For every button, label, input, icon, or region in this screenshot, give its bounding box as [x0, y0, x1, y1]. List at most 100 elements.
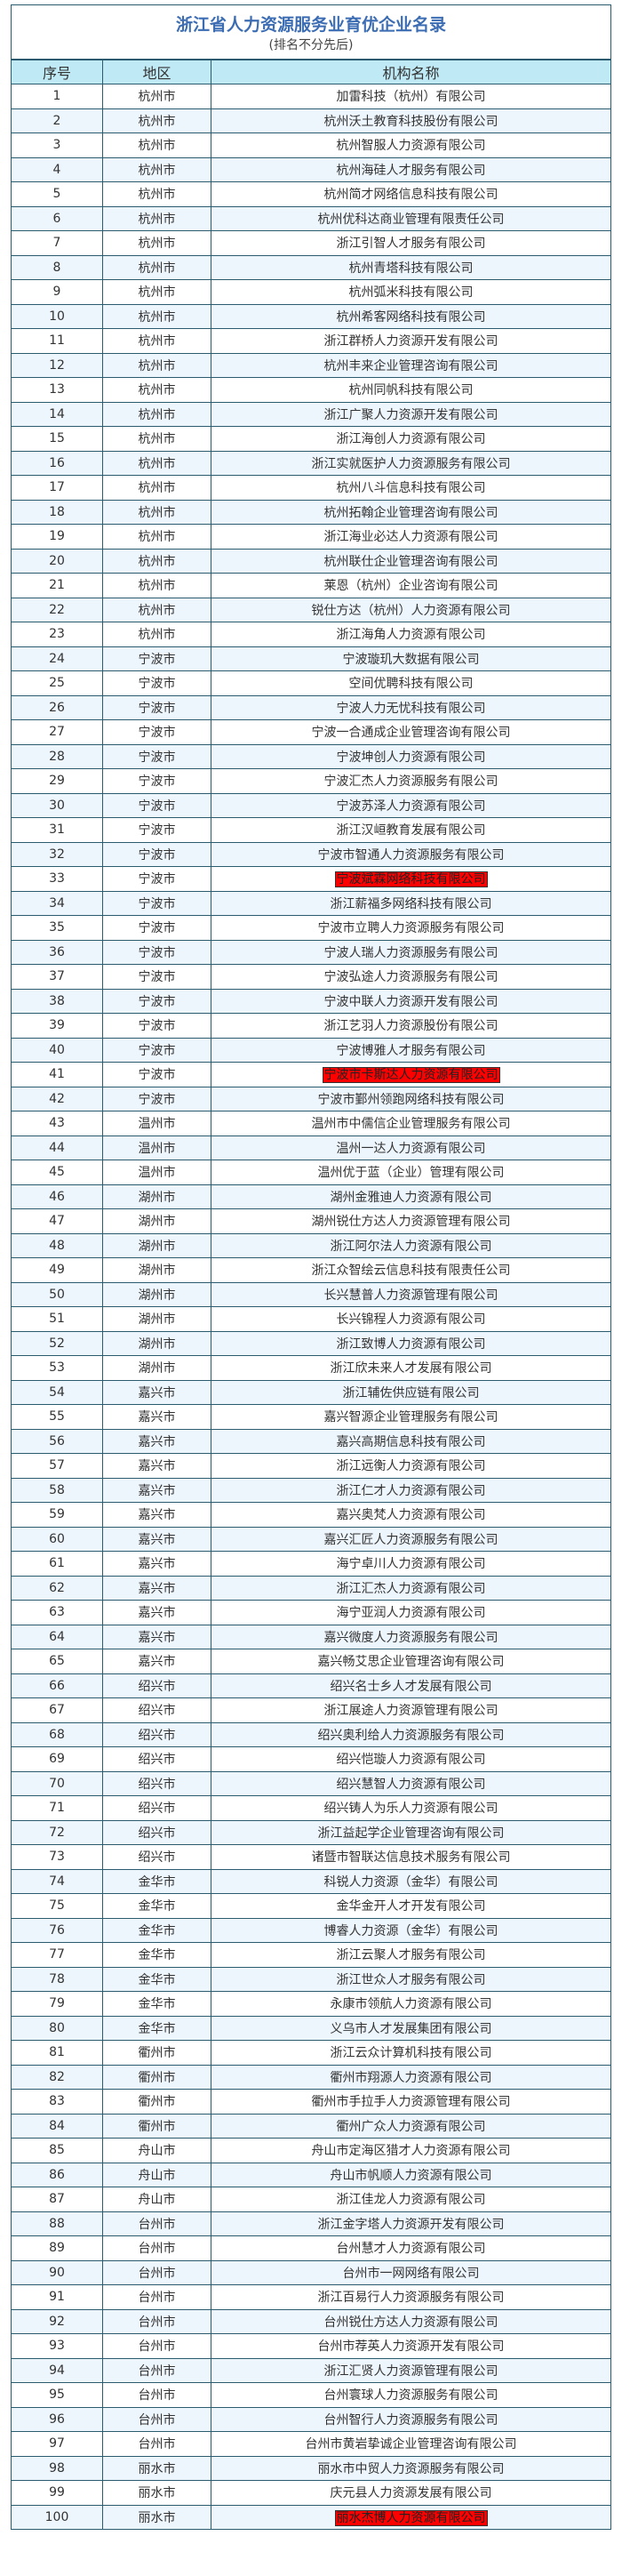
cell-org-name: 浙江阿尔法人力资源有限公司	[211, 1233, 610, 1258]
table-row: 90 台州市 台州市一网网络有限公司	[12, 2260, 610, 2285]
cell-number: 63	[12, 1600, 103, 1625]
table-row: 50 湖州市 长兴慧普人力资源管理有限公司	[12, 1282, 610, 1307]
cell-number: 80	[12, 2016, 103, 2041]
table-row: 99 丽水市 庆元县人力资源发展有限公司	[12, 2480, 610, 2506]
table-row: 74 金华市 科锐人力资源（金华）有限公司	[12, 1869, 610, 1894]
table-row: 72 绍兴市 浙江益起学企业管理咨询有限公司	[12, 1820, 610, 1845]
cell-number: 48	[12, 1233, 103, 1258]
cell-org-name: 浙江汇杰人力资源有限公司	[211, 1576, 610, 1601]
cell-region: 宁波市	[102, 989, 211, 1014]
table-row: 80 金华市 义乌市人才发展集团有限公司	[12, 2016, 610, 2041]
cell-region: 绍兴市	[102, 1844, 211, 1870]
cell-org-name: 浙江展途人力资源管理有限公司	[211, 1697, 610, 1723]
cell-org-name: 杭州优科达商业管理有限责任公司	[211, 206, 610, 231]
cell-region: 嘉兴市	[102, 1527, 211, 1552]
table-row: 56 嘉兴市 嘉兴高期信息科技有限公司	[12, 1429, 610, 1454]
cell-number: 55	[12, 1404, 103, 1430]
table-row: 14 杭州市 浙江广聚人力资源开发有限公司	[12, 402, 610, 427]
table-row: 26 宁波市 宁波人力无忧科技有限公司	[12, 695, 610, 720]
table-row: 67 绍兴市 浙江展途人力资源管理有限公司	[12, 1697, 610, 1723]
cell-number: 70	[12, 1771, 103, 1796]
cell-region: 嘉兴市	[102, 1380, 211, 1405]
table-row: 19 杭州市 浙江海业必达人力资源有限公司	[12, 524, 610, 550]
table-row: 57 嘉兴市 浙江远衡人力资源有限公司	[12, 1453, 610, 1479]
cell-number: 71	[12, 1795, 103, 1821]
cell-org-name: 浙江引智人才服务有限公司	[211, 230, 610, 256]
cell-org-name: 浙江佳龙人力资源有限公司	[211, 2187, 610, 2212]
cell-number: 75	[12, 1893, 103, 1919]
cell-number: 26	[12, 695, 103, 720]
table-row: 35 宁波市 宁波市立聘人力资源服务有限公司	[12, 915, 610, 941]
cell-org-name: 嘉兴畅艾思企业管理咨询有限公司	[211, 1649, 610, 1674]
cell-number: 32	[12, 842, 103, 867]
cell-region: 嘉兴市	[102, 1429, 211, 1454]
cell-number: 13	[12, 377, 103, 403]
cell-org-name: 宁波坤创人力资源有限公司	[211, 744, 610, 769]
cell-number: 18	[12, 500, 103, 525]
cell-number: 68	[12, 1722, 103, 1747]
cell-number: 8	[12, 255, 103, 280]
cell-org-name: 义乌市人才发展集团有限公司	[211, 2016, 610, 2041]
cell-org-name: 舟山市帆顺人力资源有限公司	[211, 2163, 610, 2187]
cell-region: 杭州市	[102, 377, 211, 403]
cell-region: 台州市	[102, 2358, 211, 2383]
cell-org-name: 温州优于蓝（企业）管理有限公司	[211, 1160, 610, 1185]
cell-number: 36	[12, 940, 103, 965]
cell-number: 69	[12, 1746, 103, 1772]
cell-org-name: 衢州市翔源人力资源有限公司	[211, 2065, 610, 2090]
cell-org-name: 杭州丰来企业管理咨询有限公司	[211, 353, 610, 378]
table-row: 58 嘉兴市 浙江仁才人力资源有限公司	[12, 1478, 610, 1503]
cell-number: 29	[12, 768, 103, 794]
cell-region: 宁波市	[102, 817, 211, 843]
cell-region: 温州市	[102, 1160, 211, 1185]
table-row: 9 杭州市 杭州弧米科技有限公司	[12, 279, 610, 305]
cell-number: 14	[12, 402, 103, 427]
table-row: 100 丽水市 丽水杰博人力资源有限公司	[12, 2505, 610, 2530]
cell-region: 宁波市	[102, 646, 211, 671]
cell-org-name: 嘉兴高期信息科技有限公司	[211, 1429, 610, 1454]
cell-region: 金华市	[102, 1893, 211, 1919]
cell-number: 38	[12, 989, 103, 1014]
table-row: 3 杭州市 杭州智服人力资源有限公司	[12, 132, 610, 158]
cell-region: 金华市	[102, 1918, 211, 1943]
cell-number: 19	[12, 524, 103, 550]
cell-number: 47	[12, 1208, 103, 1234]
cell-region: 宁波市	[102, 670, 211, 696]
table-row: 16 杭州市 浙江实就医护人力资源服务有限公司	[12, 451, 610, 476]
cell-number: 52	[12, 1331, 103, 1356]
cell-region: 湖州市	[102, 1208, 211, 1234]
cell-org-name: 浙江海创人力资源有限公司	[211, 426, 610, 452]
cell-number: 64	[12, 1625, 103, 1649]
table-row: 63 嘉兴市 海宁亚润人力资源有限公司	[12, 1600, 610, 1625]
cell-region: 丽水市	[102, 2505, 211, 2530]
table-row: 69 绍兴市 绍兴恺璇人力资源有限公司	[12, 1746, 610, 1772]
table-row: 95 台州市 台州寰球人力资源服务有限公司	[12, 2382, 610, 2408]
cell-org-name: 科锐人力资源（金华）有限公司	[211, 1869, 610, 1894]
cell-region: 衢州市	[102, 2114, 211, 2139]
cell-org-name: 浙江致博人力资源有限公司	[211, 1331, 610, 1356]
cell-region: 衢州市	[102, 2089, 211, 2115]
cell-org-name: 绍兴奥利给人力资源服务有限公司	[211, 1722, 610, 1747]
cell-number: 60	[12, 1527, 103, 1552]
cell-org-name: 浙江汉峘教育发展有限公司	[211, 817, 610, 843]
table-row: 61 嘉兴市 海宁卓川人力资源有限公司	[12, 1551, 610, 1577]
cell-org-name: 杭州同帆科技有限公司	[211, 377, 610, 403]
table-row: 44 温州市 温州一达人力资源有限公司	[12, 1136, 610, 1160]
table-row: 38 宁波市 宁波中联人力资源开发有限公司	[12, 989, 610, 1014]
cell-org-name: 宁波弘途人力资源服务有限公司	[211, 964, 610, 990]
cell-number: 49	[12, 1257, 103, 1283]
table-row: 29 宁波市 宁波汇杰人力资源服务有限公司	[12, 768, 610, 794]
table-row: 82 衢州市 衢州市翔源人力资源有限公司	[12, 2065, 610, 2090]
cell-org-name: 宁波市卡斯达人力资源有限公司	[211, 1062, 610, 1087]
table-row: 68 绍兴市 绍兴奥利给人力资源服务有限公司	[12, 1722, 610, 1747]
table-row: 86 舟山市 舟山市帆顺人力资源有限公司	[12, 2163, 610, 2187]
table-row: 7 杭州市 浙江引智人才服务有限公司	[12, 230, 610, 256]
table-row: 87 舟山市 浙江佳龙人力资源有限公司	[12, 2187, 610, 2212]
cell-region: 湖州市	[102, 1355, 211, 1381]
cell-number: 72	[12, 1820, 103, 1845]
table-row: 5 杭州市 杭州简才网络信息科技有限公司	[12, 181, 610, 207]
cell-region: 台州市	[102, 2382, 211, 2408]
cell-number: 95	[12, 2382, 103, 2408]
table-row: 97 台州市 台州市黄岩挚诚企业管理咨询有限公司	[12, 2431, 610, 2457]
cell-number: 3	[12, 132, 103, 158]
